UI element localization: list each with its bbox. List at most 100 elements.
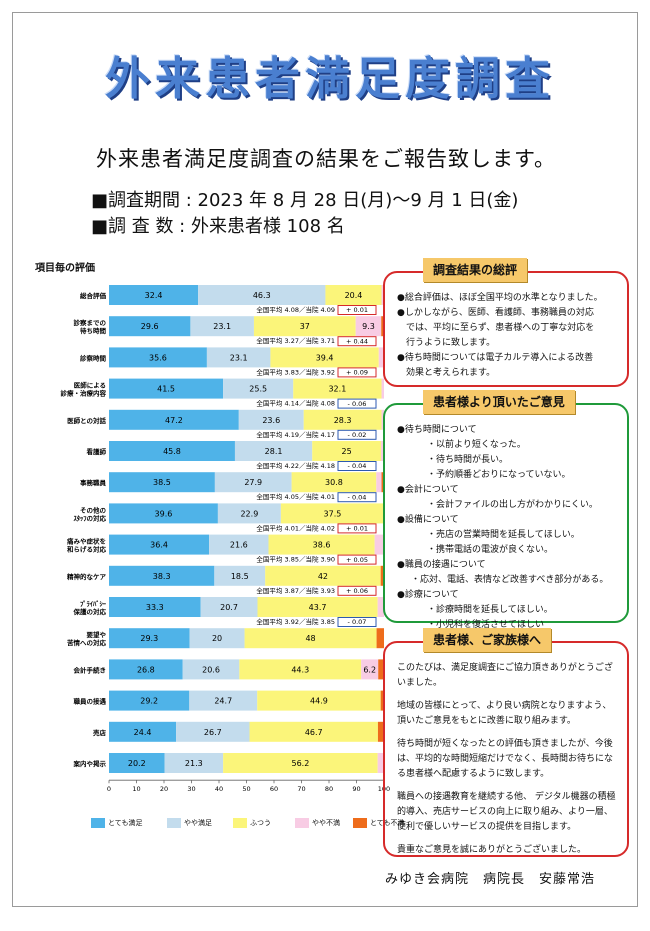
bar-segment <box>198 285 326 305</box>
difference-box <box>337 305 377 315</box>
legend-item: やや不満 <box>295 818 340 828</box>
difference-value: + 0.06 <box>346 587 368 595</box>
data-label: 46.3 <box>253 291 271 300</box>
bar-segment <box>217 503 281 524</box>
x-tick-label: 0 <box>107 785 111 793</box>
category-label: 精神的なケア <box>67 572 107 581</box>
bar-segment <box>109 316 191 337</box>
average-note: 全国平均 4.08／当院 4.09 <box>256 305 335 314</box>
opinions-panel-body: ●待ち時間について ・以前より短くなった。 ・待ち時間が長い。 ・予約順番どおりになっ… <box>385 405 627 639</box>
data-label: 44.9 <box>310 697 328 706</box>
average-note: 全国平均 3.85／当院 3.90 <box>256 555 335 564</box>
summary-line: 行うように致します。 <box>397 338 496 348</box>
bar-segment <box>257 690 381 711</box>
summary-panel-body: ●総合評価は、ほぼ全国平均の水準となりました。 ●しかしながら、医師、看護師、事務… <box>385 273 627 387</box>
category-label: 会計手続き <box>74 665 107 674</box>
category-label: 案内や掲示 <box>74 759 107 768</box>
summary-line: では、平均に至らず、患者様への丁寧な対応を <box>397 323 595 333</box>
bar-segment <box>244 628 377 649</box>
category-label: 総合評価 <box>80 291 107 300</box>
survey-count: ■調 査 数 : 外来患者様 108 名 <box>91 216 345 237</box>
difference-box <box>337 429 377 440</box>
legend-swatch <box>167 818 181 828</box>
data-label: 25.5 <box>249 385 267 394</box>
bar-segment <box>268 534 375 555</box>
data-label: 28.1 <box>265 447 283 456</box>
category-label: 医師による <box>74 381 106 390</box>
bar-segment <box>381 316 384 337</box>
difference-value: + 0.01 <box>346 306 368 314</box>
bar-segment <box>238 409 304 430</box>
bar-segment <box>182 659 240 680</box>
difference-box <box>337 398 377 409</box>
difference-box <box>337 585 377 596</box>
bar-segment <box>109 441 235 461</box>
data-label: 38.3 <box>153 572 171 581</box>
category-label: 和らげる対応 <box>66 545 107 554</box>
category-label: 要望や <box>87 630 107 639</box>
data-label: 48 <box>305 634 315 643</box>
average-note: 全国平均 4.19／当院 4.17 <box>256 430 335 439</box>
bar-segment <box>377 753 384 773</box>
message-paragraph: 職員への接遇教育を継続する他、 デジタル機器の積極的導入、売店サービスの向上に取… <box>397 792 616 832</box>
data-label: 6.2 <box>363 665 376 674</box>
x-tick-label: 90 <box>352 785 360 793</box>
legend-swatch <box>353 818 367 828</box>
average-note: 全国平均 4.05／当院 4.01 <box>256 492 335 501</box>
bar-segment <box>109 378 224 399</box>
bar-segment <box>253 316 356 337</box>
data-label: 21.3 <box>185 759 203 768</box>
difference-value: + 0.05 <box>346 556 368 564</box>
category-label: その他の <box>80 505 107 514</box>
difference-value: - 0.02 <box>348 431 367 439</box>
bar-segment <box>381 378 384 399</box>
average-note: 全国平均 4.22／当院 4.18 <box>256 461 335 470</box>
average-note: 全国平均 3.83／当院 3.92 <box>256 367 335 376</box>
bar-segment <box>214 565 266 586</box>
message-paragraph: 待ち時間が短くなったとの評価も頂きましたが、今後は、平均的な時間短縮だけでなく、… <box>397 739 614 779</box>
category-label: 待ち時間 <box>80 326 107 335</box>
x-tick-label: 80 <box>325 785 333 793</box>
opinion-topic: ●待ち時間について <box>397 425 477 435</box>
legend-item: とても不満 <box>353 818 404 828</box>
difference-box <box>337 554 377 565</box>
bar-segment <box>381 409 384 430</box>
message-panel-body: このたびは、満足度調査にご協力頂きありがとうございました。 地域の皆様にとって、… <box>385 643 627 872</box>
data-label: 23.1 <box>213 322 231 331</box>
difference-box <box>337 523 377 534</box>
data-label: 32.4 <box>145 291 163 300</box>
bar-segment <box>109 690 190 711</box>
opinion-item: ・以前より短くなった。 <box>427 440 526 450</box>
data-label: 20.6 <box>202 665 220 674</box>
bar-segment <box>380 690 384 711</box>
data-label: 36.4 <box>150 541 168 550</box>
data-label: 24.7 <box>214 697 232 706</box>
difference-value: - 0.04 <box>348 493 367 501</box>
legend-swatch <box>91 818 105 828</box>
opinion-topic: ●診療について <box>397 590 459 600</box>
category-label: 苦情への対応 <box>67 638 107 647</box>
stacked-bar-chart: 総合評価 32.4 46.3 20.4 全国平均 4.08／当院 4.09 + 0.01 診… <box>61 285 390 793</box>
bar-segment <box>109 503 218 524</box>
opinion-topic: ●職員の接遇について <box>397 560 486 570</box>
average-note: 全国平均 3.87／当院 3.93 <box>256 586 335 595</box>
message-panel: 患者様、ご家族様へ このたびは、満足度調査にご協力頂きありがとうございました。 … <box>383 628 629 857</box>
data-label: 21.6 <box>230 541 248 550</box>
legend-swatch <box>233 818 247 828</box>
data-label: 38.5 <box>153 478 171 487</box>
difference-box <box>337 461 377 471</box>
bar-segment <box>234 441 313 461</box>
category-label: ﾌﾟﾗｲﾊﾞｼｰ <box>80 599 107 608</box>
legend-label: とても満足 <box>108 819 143 827</box>
data-label: 42 <box>318 572 328 581</box>
bar-segment <box>206 347 271 368</box>
summary-panel: 調査結果の総評 ●総合評価は、ほぼ全国平均の水準となりました。 ●しかしながら、医… <box>383 258 629 387</box>
summary-line: ●待ち時間については電子カルテ導入による改善 <box>397 353 594 363</box>
message-paragraph: 貴重なご意見を誠にありがとうございました。 <box>397 845 587 855</box>
bar-segment <box>280 503 384 524</box>
summary-line: ●しかしながら、医師、看護師、事務職員の対応 <box>397 308 594 318</box>
difference-value: - 0.04 <box>348 462 367 470</box>
report-page: 外来患者満足度調査 外来患者満足度調査の結果をご報告致します。 ■調査期間 : … <box>12 12 638 907</box>
bar-segment <box>209 534 269 555</box>
bar-segment <box>109 409 239 430</box>
